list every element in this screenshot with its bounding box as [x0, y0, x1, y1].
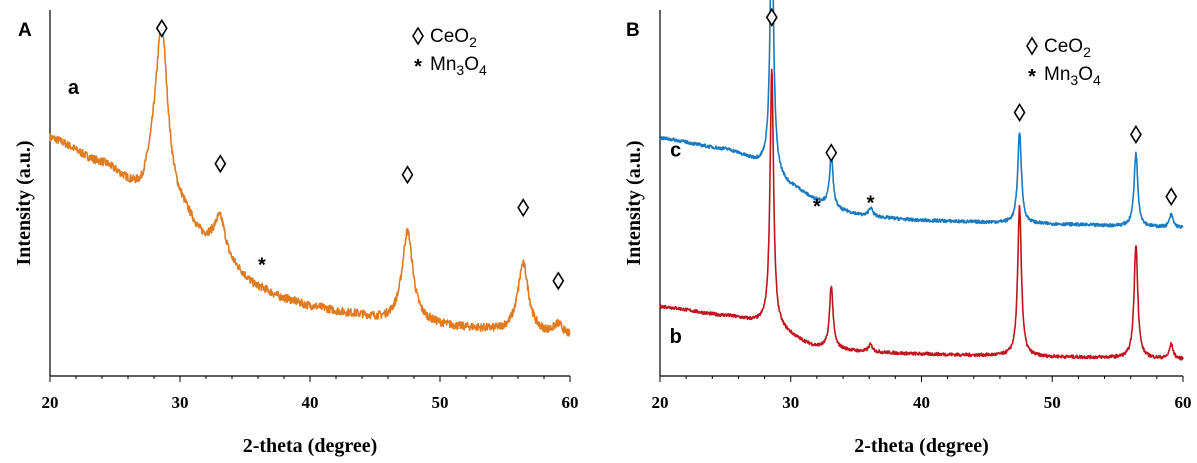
peak-marker-diamond [1013, 102, 1026, 122]
x-tick-label: 60 [562, 393, 579, 412]
x-tick-label: 30 [782, 393, 799, 412]
peak-marker-diamond [825, 143, 838, 163]
legend-diamond-icon [412, 26, 424, 46]
x-tick-label: 20 [652, 393, 669, 412]
panel-label: A [18, 20, 32, 41]
y-axis-title: Intensity (a.u.) [623, 140, 645, 265]
peak-marker-diamond [214, 154, 227, 174]
series-line-b [659, 68, 1184, 361]
series-line-a [49, 22, 571, 337]
legend-entry-text: CeO2 [1044, 36, 1091, 60]
y-axis-title: Intensity (a.u.) [13, 140, 35, 265]
legend-entry-text: CeO2 [430, 26, 477, 50]
x-tick-label: 40 [913, 393, 930, 412]
peak-marker-diamond [155, 18, 168, 38]
x-axis-title: 2-theta (degree) [854, 435, 989, 457]
peak-marker-diamond [401, 165, 414, 185]
peak-marker-diamond [1165, 187, 1178, 207]
series-line-c [659, 0, 1184, 230]
series-label-c: c [670, 139, 681, 161]
x-tick-label: 40 [302, 393, 319, 412]
x-tick-label: 20 [42, 393, 59, 412]
peak-marker-star: * [813, 196, 821, 218]
legend-diamond-icon [1026, 36, 1038, 56]
legend-entry-text: Mn3O4 [1044, 64, 1101, 88]
legend-entry-text: Mn3O4 [430, 54, 487, 78]
x-tick-label: 30 [172, 393, 189, 412]
legend: CeO2 * Mn3O4 [412, 26, 487, 78]
x-tick-label: 60 [1175, 393, 1192, 412]
peak-marker-diamond [552, 271, 565, 291]
peak-marker-diamond [517, 198, 530, 218]
peak-marker-star: * [258, 255, 266, 277]
panel-label: B [626, 20, 640, 41]
legend-star-icon: * [1028, 66, 1036, 88]
series-label-b: b [670, 326, 682, 348]
x-tick-label: 50 [432, 393, 449, 412]
chart-panel-b: 20 30 40 50 60 2-theta (degree) Intensity (a.u… [623, 0, 1192, 457]
chart-panel-a: 20 30 40 50 60 2-theta (degree) Intensity (a.u… [13, 10, 579, 457]
peak-marker-star: * [867, 192, 875, 214]
peak-marker-diamond [765, 7, 778, 27]
peak-marker-diamond [1129, 124, 1142, 144]
legend: CeO2 * Mn3O4 [1026, 36, 1101, 88]
legend-star-icon: * [414, 56, 422, 78]
series-label-a: a [68, 77, 80, 99]
x-axis-title: 2-theta (degree) [243, 435, 378, 457]
x-tick-label: 50 [1044, 393, 1061, 412]
